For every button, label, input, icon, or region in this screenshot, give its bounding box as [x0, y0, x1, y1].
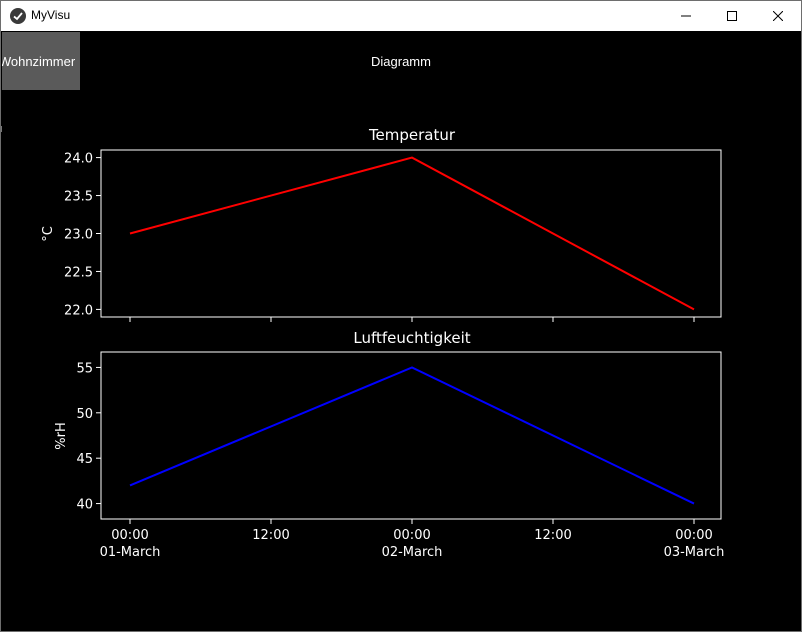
- humidity-x-ticks: 00:00 01-March 12:00 00:00 02-March 12:00 00:0…: [100, 519, 725, 560]
- minimize-button[interactable]: [663, 1, 709, 31]
- x-tick-date-label: 03-March: [664, 545, 725, 560]
- humidity-chart: Luftfeuchtigkeit %rH 40 45 50 55 00:00 01-Ma…: [54, 329, 724, 560]
- title-bar[interactable]: MyVisu: [1, 1, 801, 31]
- y-tick-label: 22.0: [64, 303, 93, 318]
- temperature-chart: Temperatur °C 22.0 22.5 23.0 23.5 24.0: [41, 126, 722, 322]
- temperature-y-ticks: 22.0 22.5 23.0 23.5 24.0: [64, 152, 101, 318]
- humidity-y-ticks: 40 45 50 55: [76, 361, 101, 513]
- y-tick-label: 50: [76, 407, 93, 422]
- x-tick-time-label: 00:00: [675, 528, 712, 543]
- minimize-icon: [681, 15, 691, 17]
- humidity-y-label: %rH: [54, 422, 69, 449]
- y-tick-label: 45: [76, 452, 93, 467]
- temperature-chart-title: Temperatur: [368, 126, 456, 144]
- tab-diagramm[interactable]: Diagramm: [371, 54, 431, 69]
- y-tick-label: 23.0: [64, 228, 93, 243]
- y-tick-label: 55: [76, 361, 93, 376]
- temperature-series-line: [129, 156, 695, 311]
- maximize-icon: [727, 11, 737, 21]
- temperature-plot-frame: [100, 149, 722, 318]
- close-button[interactable]: [755, 1, 801, 31]
- x-tick-date-label: 02-March: [382, 545, 443, 560]
- close-icon: [773, 11, 783, 21]
- y-tick-label: 24.0: [64, 152, 93, 167]
- maximize-button[interactable]: [709, 1, 755, 31]
- x-tick-time-label: 00:00: [111, 528, 148, 543]
- window-title: MyVisu: [31, 8, 71, 22]
- temperature-y-label: °C: [41, 226, 56, 242]
- humidity-plot-frame: [100, 351, 722, 520]
- x-tick-time-label: 12:00: [534, 528, 571, 543]
- y-tick-label: 40: [76, 498, 93, 513]
- x-tick-date-label: 01-March: [100, 545, 161, 560]
- y-tick-label: 23.5: [64, 190, 93, 205]
- temperature-x-ticks: [129, 317, 695, 322]
- room-button-wohnzimmer[interactable]: Wohnzimmer: [2, 32, 80, 90]
- x-tick-time-label: 00:00: [393, 528, 430, 543]
- kivy-logo-icon: [10, 8, 26, 24]
- y-tick-label: 22.5: [64, 265, 93, 280]
- edge-marker: [1, 126, 2, 132]
- room-button-label: Wohnzimmer: [2, 53, 76, 69]
- x-tick-time-label: 12:00: [252, 528, 289, 543]
- humidity-chart-title: Luftfeuchtigkeit: [353, 329, 470, 347]
- humidity-series-line: [129, 366, 695, 505]
